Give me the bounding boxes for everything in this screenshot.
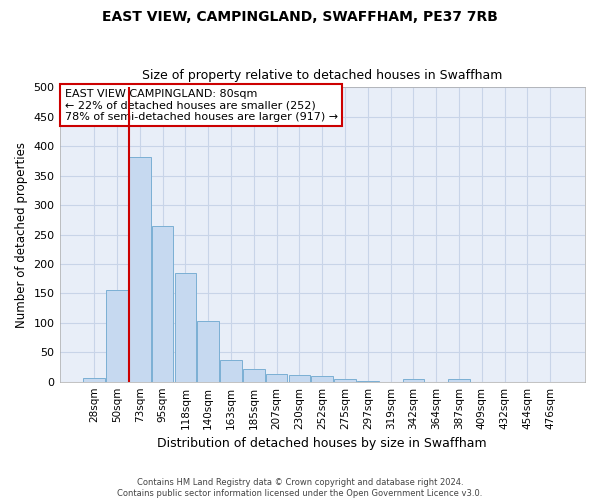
Bar xyxy=(289,375,310,382)
Bar xyxy=(403,378,424,382)
Bar xyxy=(197,321,219,382)
Bar xyxy=(106,290,128,382)
Text: EAST VIEW, CAMPINGLAND, SWAFFHAM, PE37 7RB: EAST VIEW, CAMPINGLAND, SWAFFHAM, PE37 7… xyxy=(102,10,498,24)
Bar xyxy=(175,273,196,382)
Bar xyxy=(129,158,151,382)
Bar xyxy=(152,226,173,382)
Bar xyxy=(448,380,470,382)
X-axis label: Distribution of detached houses by size in Swaffham: Distribution of detached houses by size … xyxy=(157,437,487,450)
Bar xyxy=(311,376,333,382)
Bar xyxy=(357,381,379,382)
Bar xyxy=(334,380,356,382)
Bar xyxy=(243,368,265,382)
Bar xyxy=(266,374,287,382)
Text: EAST VIEW CAMPINGLAND: 80sqm
← 22% of detached houses are smaller (252)
78% of s: EAST VIEW CAMPINGLAND: 80sqm ← 22% of de… xyxy=(65,89,338,122)
Bar xyxy=(83,378,105,382)
Text: Contains HM Land Registry data © Crown copyright and database right 2024.
Contai: Contains HM Land Registry data © Crown c… xyxy=(118,478,482,498)
Y-axis label: Number of detached properties: Number of detached properties xyxy=(15,142,28,328)
Title: Size of property relative to detached houses in Swaffham: Size of property relative to detached ho… xyxy=(142,69,502,82)
Bar xyxy=(220,360,242,382)
